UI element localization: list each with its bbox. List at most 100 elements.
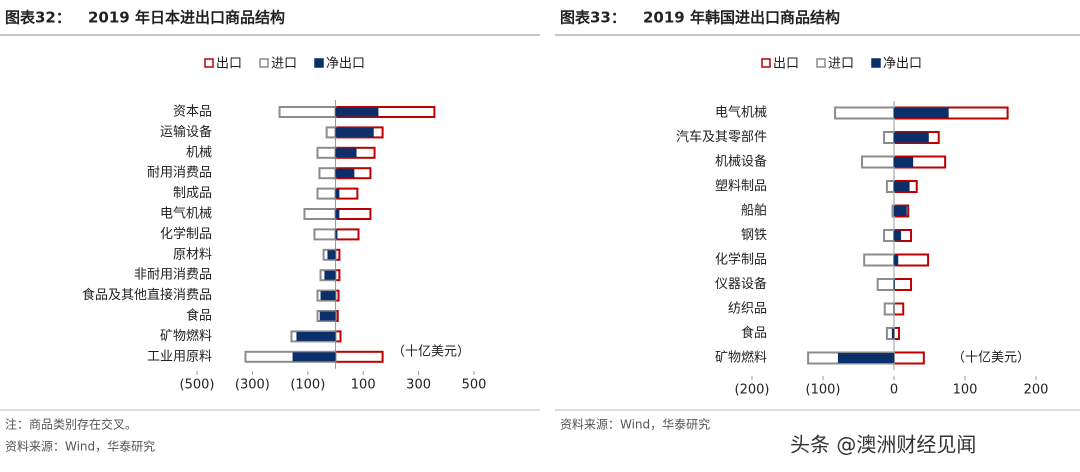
y-tick-label: 食品: [741, 325, 767, 341]
bar: [834, 106, 896, 120]
bar: [876, 278, 895, 291]
y-tick-label: 矿物燃料: [160, 328, 212, 344]
bar: [891, 328, 894, 339]
bar: [335, 209, 340, 219]
chart-title: 2019 年韩国进出口商品结构: [643, 9, 840, 27]
bar: [316, 146, 337, 159]
bar: [893, 351, 925, 365]
bar: [335, 229, 338, 239]
bar: [318, 167, 337, 180]
bar: [894, 181, 910, 192]
y-tick-label: 制成品: [173, 186, 212, 201]
bar: [313, 228, 337, 241]
x-tick-label: (500): [180, 378, 215, 393]
bar: [894, 206, 907, 216]
bar: [894, 132, 929, 143]
x-tick-label: (100): [806, 383, 841, 398]
y-tick-label: 汽车及其零部件: [676, 129, 767, 145]
y-tick-label: 矿物燃料: [715, 350, 767, 366]
x-tick-label: 300: [406, 378, 431, 393]
legend-swatch: [314, 58, 324, 68]
bar: [863, 253, 895, 267]
x-tick-label: 0: [890, 383, 898, 398]
y-tick-label: 电气机械: [160, 206, 212, 222]
y-tick-label: 资本品: [173, 105, 212, 120]
figure-label: 图表33：: [560, 9, 626, 27]
bar: [335, 127, 374, 137]
bar: [883, 131, 895, 144]
bar: [894, 279, 895, 290]
bar: [335, 107, 379, 117]
bar: [334, 228, 360, 241]
bar: [292, 352, 336, 362]
bar: [883, 302, 896, 316]
y-tick-label: 机械: [186, 145, 212, 160]
x-tick-label: 100: [351, 378, 376, 393]
y-tick-label: 耐用消费品: [147, 166, 212, 181]
x-tick-label: 500: [462, 378, 487, 393]
x-tick-label: (200): [735, 383, 770, 398]
legend-swatch: [871, 58, 881, 68]
legend-label: 出口: [216, 57, 242, 72]
y-tick-label: 纺织品: [728, 302, 767, 317]
legend-label: 进口: [271, 57, 297, 72]
legend-label: 出口: [773, 57, 799, 72]
bar: [334, 208, 372, 220]
bar: [325, 126, 337, 139]
y-tick-label: 食品及其他直接消费品: [82, 287, 212, 303]
bar: [335, 168, 355, 178]
bar: [334, 350, 384, 363]
x-tick-label: 100: [953, 383, 978, 398]
bar: [894, 230, 902, 241]
x-tick-label: 200: [1024, 383, 1049, 398]
y-tick-label: 塑料制品: [715, 179, 767, 194]
legend-swatch: [816, 58, 826, 68]
y-tick-label: 钢铁: [741, 228, 767, 243]
bar: [894, 108, 949, 118]
bar: [891, 204, 896, 218]
bar: [335, 148, 357, 158]
footnote: 资料来源：Wind，华泰研究: [560, 417, 710, 432]
footnote: 注：商品类别存在交叉。: [5, 417, 137, 432]
unit-label: （十亿美元）: [952, 351, 1030, 366]
x-tick-label: (100): [290, 378, 325, 393]
y-tick-label: 化学制品: [715, 252, 767, 268]
bar: [837, 353, 894, 363]
x-tick-label: (300): [235, 378, 270, 393]
bar: [319, 311, 336, 321]
bar: [894, 255, 899, 265]
bar: [320, 291, 336, 301]
bar: [861, 155, 895, 169]
y-tick-label: 电气机械: [715, 105, 767, 121]
watermark: 头条 @澳洲财经见闻: [790, 433, 976, 457]
bar: [893, 253, 930, 267]
y-tick-label: 工业用原料: [147, 349, 212, 364]
legend-swatch: [204, 58, 214, 68]
bar: [894, 157, 914, 167]
bar: [316, 187, 337, 200]
footnote: 资料来源：Wind，华泰研究: [5, 439, 155, 454]
y-tick-label: 船舶: [741, 203, 767, 219]
y-tick-label: 运输设备: [160, 124, 212, 140]
figure-label: 图表32：: [5, 9, 71, 27]
legend-label: 净出口: [883, 57, 922, 72]
bar: [335, 189, 340, 199]
y-tick-label: 非耐用消费品: [134, 268, 212, 283]
legend-swatch: [761, 58, 771, 68]
legend-swatch: [259, 58, 269, 68]
legend-label: 进口: [828, 57, 854, 72]
legend-label: 净出口: [326, 57, 365, 72]
bar: [883, 229, 895, 242]
bar: [893, 302, 905, 316]
y-tick-label: 仪器设备: [715, 276, 767, 292]
bar: [893, 278, 913, 291]
bar: [885, 180, 896, 193]
bar: [303, 208, 337, 220]
bar: [296, 331, 336, 341]
bar: [278, 106, 337, 118]
unit-label: （十亿美元）: [392, 345, 470, 360]
y-tick-label: 食品: [186, 308, 212, 324]
y-tick-label: 机械设备: [715, 154, 767, 170]
